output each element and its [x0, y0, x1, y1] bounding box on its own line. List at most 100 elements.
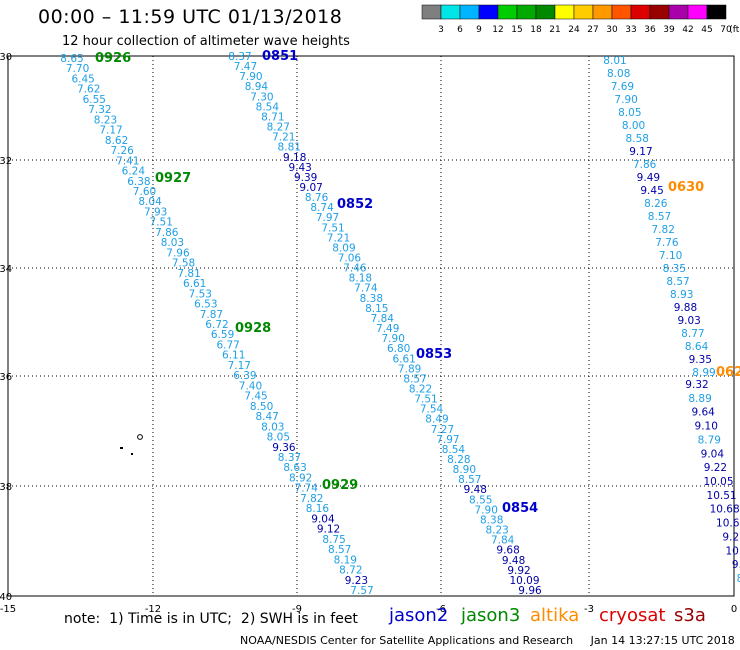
swh-value: 7.90 — [382, 333, 405, 345]
swh-value: 9.39 — [294, 172, 317, 184]
swh-value: 7.86 — [155, 227, 179, 239]
color-scale-label: 21 — [549, 25, 560, 35]
map-subtitle: 12 hour collection of altimeter wave hei… — [62, 34, 350, 49]
swh-value: 8.08 — [607, 68, 630, 80]
swh-value: 7.82 — [652, 224, 675, 236]
pass-label: 0853 — [416, 347, 452, 362]
swh-value: 7.17 — [228, 360, 251, 372]
swh-value: 8.81 — [278, 142, 301, 154]
swh-value: 8.57 — [328, 544, 351, 556]
swh-value: 8.09 — [332, 242, 355, 254]
swh-value: 6.59 — [211, 329, 234, 341]
swh-value: 7.84 — [371, 313, 395, 325]
swh-value: 9.2 — [722, 531, 739, 543]
color-scale-label: 27 — [587, 25, 598, 35]
swh-value: 7.69 — [611, 81, 634, 93]
color-scale-label: 39 — [663, 25, 675, 35]
pass-label: 0852 — [337, 197, 373, 212]
swh-value: 8.74 — [310, 202, 334, 214]
longitude-tick-label: -12 — [145, 604, 161, 615]
swh-value: 9.45 — [640, 185, 663, 197]
longitude-tick-label: 0 — [731, 604, 737, 615]
swh-value: 9.22 — [704, 462, 727, 474]
swh-value: 7.97 — [436, 434, 459, 446]
swh-value: 7.62 — [77, 84, 100, 96]
swh-value: 7.10 — [659, 250, 682, 262]
swh-value: 8.58 — [626, 133, 649, 145]
swh-value: 7.45 — [244, 391, 267, 403]
swh-value: 8 — [737, 573, 740, 585]
swh-value: 7.90 — [475, 504, 498, 516]
swh-value: 8.99 — [692, 367, 715, 379]
swh-value: 6.80 — [387, 343, 410, 355]
latitude-tick-label: -40 — [0, 592, 12, 603]
swh-value: 7.21 — [272, 132, 295, 144]
swh-value: 10. — [726, 545, 740, 557]
pass-label: 0929 — [322, 478, 358, 493]
swh-value: 9.35 — [689, 354, 712, 366]
swh-value: 9.17 — [629, 146, 652, 158]
swh-value: 8.72 — [339, 565, 362, 577]
swh-value: 7.74 — [354, 283, 378, 295]
swh-value: 7.49 — [376, 323, 399, 335]
swh-value: 9.03 — [677, 315, 700, 327]
color-scale-label: 36 — [644, 25, 656, 35]
island-marks — [120, 434, 143, 455]
swh-value: 7.96 — [166, 247, 190, 259]
swh-value: 8.03 — [261, 421, 284, 433]
swh-value: 8.57 — [458, 474, 481, 486]
swh-value: 7.89 — [398, 363, 421, 375]
swh-value: 7.86 — [633, 159, 657, 171]
swh-value: 6.61 — [392, 353, 415, 365]
swh-value: 7.21 — [327, 232, 350, 244]
swh-value: 8.37 — [228, 51, 251, 63]
swh-value: 8.57 — [648, 211, 671, 223]
swh-value: 8.38 — [480, 514, 503, 526]
swh-value: 7.46 — [343, 263, 367, 275]
swh-value: 9.48 — [502, 555, 525, 567]
swh-value: 7.53 — [189, 288, 212, 300]
swh-value: 7.93 — [144, 206, 167, 218]
swh-value: 7.41 — [116, 155, 139, 167]
swh-value: 9.04 — [701, 448, 725, 460]
swh-value: 8.79 — [698, 434, 721, 446]
swh-value: 7.51 — [321, 222, 344, 234]
swh-value: 9.68 — [496, 545, 519, 557]
swh-value: 8.93 — [670, 289, 693, 301]
color-scale-label: 42 — [682, 25, 693, 35]
swh-value: 8.27 — [267, 122, 290, 134]
swh-value: 8.19 — [334, 554, 357, 566]
legend-note: note: 1) Time is in UTC; 2) SWH is in fe… — [64, 611, 358, 627]
pass-label: 0854 — [502, 501, 538, 516]
latitude-tick-label: -32 — [0, 156, 12, 167]
swh-value: 7.27 — [431, 424, 454, 436]
swh-value: 7.87 — [200, 309, 223, 321]
legend-s3a: s3a — [674, 605, 706, 626]
swh-value: 7.90 — [614, 94, 637, 106]
swh-value: 7.51 — [150, 217, 173, 229]
color-scale-label: 18 — [530, 25, 542, 35]
swh-value: 7.47 — [234, 61, 257, 73]
swh-value: 9.92 — [507, 565, 530, 577]
swh-value: 8.77 — [681, 328, 704, 340]
swh-value: 8.71 — [261, 111, 284, 123]
swh-value: 10.09 — [509, 575, 539, 587]
swh-value: 7.76 — [655, 237, 679, 249]
swh-value: 7.17 — [99, 125, 122, 137]
swh-value: 9.96 — [518, 585, 542, 597]
legend-altika: altika — [530, 605, 580, 626]
swh-value: 7.84 — [491, 535, 515, 547]
swh-value: 7.58 — [172, 258, 195, 270]
swh-value: 8.64 — [685, 341, 709, 353]
latitude-tick-label: -30 — [0, 52, 12, 63]
color-scale-label: 12 — [492, 25, 503, 35]
swh-value: 7.51 — [414, 394, 437, 406]
color-scale-label: 3 — [438, 25, 444, 35]
credit-line: NOAA/NESDIS Center for Satellite Applica… — [240, 634, 735, 647]
latitude-tick-label: -36 — [0, 372, 12, 383]
swh-value: 7.70 — [66, 63, 89, 75]
swh-value: 8.54 — [442, 444, 466, 456]
swh-value: 8.49 — [425, 414, 448, 426]
swh-value: 6.24 — [122, 166, 146, 178]
